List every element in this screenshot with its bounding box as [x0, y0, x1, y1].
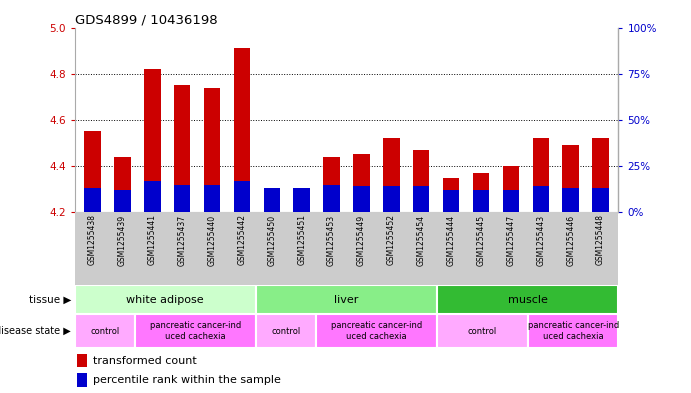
Text: GSM1255447: GSM1255447	[507, 215, 515, 266]
Bar	[528, 314, 618, 348]
Text: GSM1255448: GSM1255448	[596, 215, 605, 265]
Text: liver: liver	[334, 295, 359, 305]
Bar	[353, 186, 370, 212]
Text: GSM1255443: GSM1255443	[536, 215, 545, 266]
Text: GSM1255438: GSM1255438	[88, 215, 97, 265]
Bar	[75, 314, 135, 348]
Bar	[264, 189, 280, 212]
Bar	[323, 184, 340, 212]
Bar	[413, 186, 429, 212]
Bar	[437, 314, 528, 348]
Bar	[294, 188, 310, 212]
Bar	[256, 285, 437, 314]
Bar	[533, 186, 549, 212]
Text: GSM1255444: GSM1255444	[446, 215, 455, 266]
Bar	[437, 285, 618, 314]
Bar	[316, 314, 437, 348]
Bar	[75, 285, 256, 314]
Text: transformed count: transformed count	[93, 356, 196, 366]
Text: GSM1255449: GSM1255449	[357, 215, 366, 266]
Text: control: control	[272, 327, 301, 336]
Text: white adipose: white adipose	[126, 295, 204, 305]
Bar	[256, 314, 316, 348]
Text: GSM1255442: GSM1255442	[238, 215, 247, 265]
Bar	[174, 184, 191, 212]
Bar	[114, 190, 131, 212]
Bar	[77, 354, 87, 367]
Text: GSM1255437: GSM1255437	[178, 215, 187, 266]
Text: GSM1255450: GSM1255450	[267, 215, 276, 266]
Text: pancreatic cancer-ind
uced cachexia: pancreatic cancer-ind uced cachexia	[331, 321, 422, 341]
Bar	[592, 138, 609, 212]
Text: disease state ▶: disease state ▶	[0, 326, 71, 336]
Text: GSM1255445: GSM1255445	[477, 215, 486, 266]
Bar	[135, 314, 256, 348]
Bar	[473, 190, 489, 212]
Text: percentile rank within the sample: percentile rank within the sample	[93, 375, 281, 386]
Text: pancreatic cancer-ind
uced cachexia: pancreatic cancer-ind uced cachexia	[150, 321, 241, 341]
Bar	[84, 131, 101, 212]
Bar	[234, 48, 250, 212]
Bar	[174, 85, 191, 212]
Bar	[592, 188, 609, 212]
Bar	[533, 138, 549, 212]
Bar	[264, 188, 280, 212]
Text: GSM1255440: GSM1255440	[207, 215, 216, 266]
Bar	[562, 188, 579, 212]
Text: control: control	[91, 327, 120, 336]
Text: pancreatic cancer-ind
uced cachexia: pancreatic cancer-ind uced cachexia	[527, 321, 618, 341]
Text: tissue ▶: tissue ▶	[29, 295, 71, 305]
Bar	[204, 184, 220, 212]
Text: GSM1255452: GSM1255452	[387, 215, 396, 265]
Text: GSM1255453: GSM1255453	[327, 215, 336, 266]
Bar	[114, 157, 131, 212]
Text: control: control	[468, 327, 497, 336]
Text: GSM1255441: GSM1255441	[148, 215, 157, 265]
Text: GSM1255451: GSM1255451	[297, 215, 306, 265]
Text: muscle: muscle	[508, 295, 548, 305]
Bar	[144, 69, 160, 212]
Bar	[413, 150, 429, 212]
Bar	[383, 186, 399, 212]
Bar	[502, 166, 519, 212]
Bar	[204, 88, 220, 212]
Bar	[234, 181, 250, 212]
Bar	[77, 373, 87, 387]
Text: GSM1255446: GSM1255446	[566, 215, 575, 266]
Bar	[84, 188, 101, 212]
Bar	[502, 190, 519, 212]
Text: GDS4899 / 10436198: GDS4899 / 10436198	[75, 13, 217, 26]
Bar	[443, 190, 460, 212]
Text: GSM1255454: GSM1255454	[417, 215, 426, 266]
Bar	[294, 191, 310, 212]
Bar	[383, 138, 399, 212]
Bar	[562, 145, 579, 212]
Bar	[323, 157, 340, 212]
Text: GSM1255439: GSM1255439	[118, 215, 127, 266]
Bar	[144, 181, 160, 212]
Bar	[353, 154, 370, 212]
Bar	[443, 178, 460, 212]
Bar	[473, 173, 489, 212]
